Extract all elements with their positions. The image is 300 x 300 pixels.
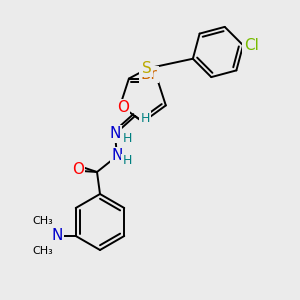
Text: S: S bbox=[142, 61, 152, 76]
Text: H: H bbox=[140, 112, 150, 124]
Text: H: H bbox=[122, 154, 132, 167]
Text: CH₃: CH₃ bbox=[32, 246, 53, 256]
Text: Cl: Cl bbox=[244, 38, 259, 53]
Text: CH₃: CH₃ bbox=[32, 216, 53, 226]
Text: Br: Br bbox=[141, 67, 158, 82]
Text: N: N bbox=[111, 148, 123, 164]
Text: N: N bbox=[109, 127, 121, 142]
Text: H: H bbox=[122, 131, 132, 145]
Text: N: N bbox=[51, 229, 62, 244]
Text: O: O bbox=[117, 100, 129, 115]
Text: O: O bbox=[72, 161, 84, 176]
